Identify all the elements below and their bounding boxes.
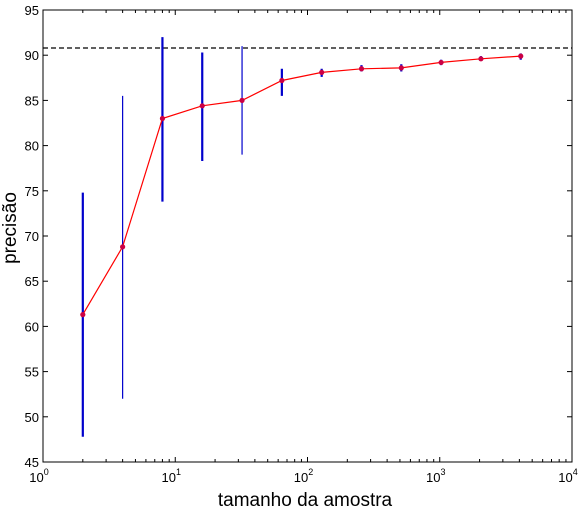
data-point bbox=[438, 59, 444, 66]
y-tick-label: 45 bbox=[25, 455, 39, 470]
plot-area bbox=[43, 10, 572, 462]
data-point bbox=[80, 312, 86, 318]
marker-layer bbox=[80, 53, 524, 318]
y-tick-label: 60 bbox=[25, 319, 39, 334]
y-tick-label: 85 bbox=[25, 93, 39, 108]
x-tick-label: 104 bbox=[558, 467, 577, 485]
data-point bbox=[279, 77, 285, 84]
data-point bbox=[199, 103, 205, 109]
line-layer bbox=[82, 55, 521, 315]
x-tick-label: 103 bbox=[426, 467, 445, 485]
y-tick-label: 55 bbox=[25, 365, 39, 380]
y-tick-label: 80 bbox=[25, 139, 39, 154]
data-point bbox=[398, 65, 404, 71]
data-point bbox=[478, 56, 484, 62]
y-tick-label: 75 bbox=[25, 184, 39, 199]
data-point bbox=[120, 244, 126, 250]
y-tick-labels: 45 50 55 60 65 70 75 80 85 90 95 bbox=[25, 3, 39, 470]
y-tick-label: 70 bbox=[25, 229, 39, 244]
series-line bbox=[82, 55, 521, 315]
tick-layer bbox=[42, 9, 573, 463]
y-tick-label: 95 bbox=[25, 3, 39, 18]
x-tick-labels: 100 101 102 103 104 bbox=[29, 467, 577, 485]
y-tick-label: 65 bbox=[25, 274, 39, 289]
y-tick-label: 90 bbox=[25, 48, 39, 63]
data-point bbox=[518, 53, 524, 59]
data-point bbox=[239, 97, 245, 103]
x-axis-label: tamanho da amostra bbox=[218, 490, 393, 511]
y-tick-label: 50 bbox=[25, 410, 39, 425]
data-point bbox=[358, 66, 365, 72]
data-point bbox=[319, 69, 325, 75]
x-tick-label: 102 bbox=[294, 467, 313, 485]
data-point bbox=[159, 115, 166, 122]
y-axis-label: precisão bbox=[0, 192, 21, 264]
x-tick-label: 100 bbox=[29, 467, 48, 485]
x-tick-label: 101 bbox=[162, 467, 181, 485]
